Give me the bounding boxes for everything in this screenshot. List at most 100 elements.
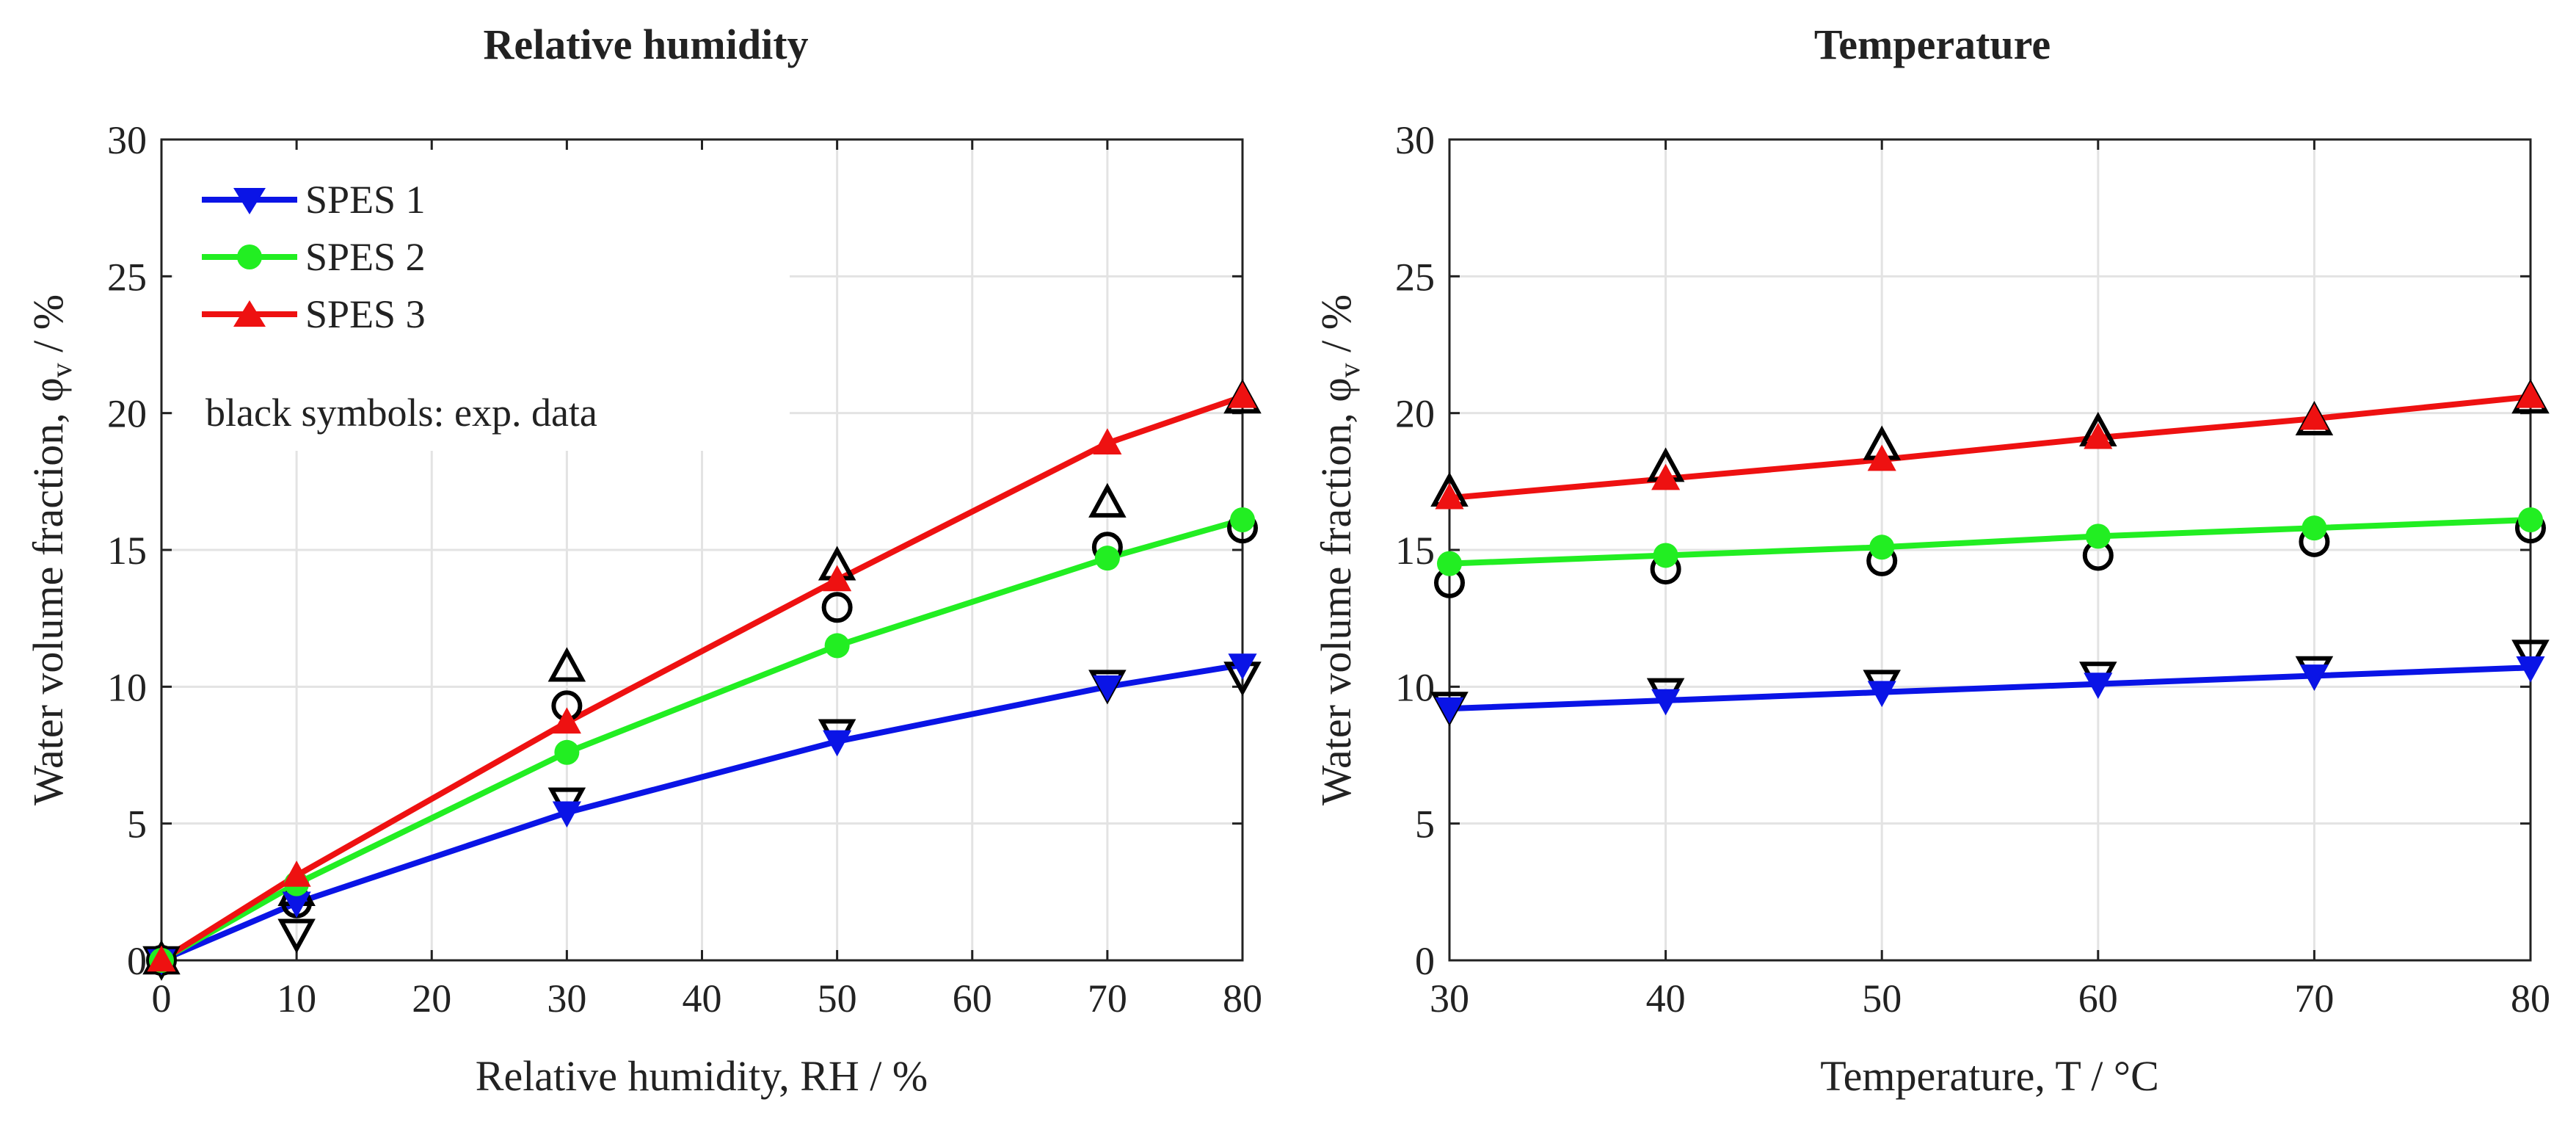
series-line-spes-3 xyxy=(159,394,1244,963)
point-spes-1 xyxy=(552,801,581,828)
point-spes-3 xyxy=(1228,381,1257,408)
y-axis-label-unit: / % xyxy=(24,294,72,363)
y-tick-label: 20 xyxy=(1395,392,1435,436)
legend-marker-spes-2 xyxy=(237,244,262,269)
point-spes-1 xyxy=(1867,681,1896,708)
point-spes-2 xyxy=(1653,543,1678,568)
legend-label-spes-3: SPES 3 xyxy=(305,292,426,336)
x-tick-label: 50 xyxy=(818,976,857,1021)
series-markers xyxy=(147,381,1257,976)
y-tick-label: 0 xyxy=(1415,939,1435,983)
x-tick-label: 80 xyxy=(1223,976,1262,1021)
y-tick-label: 25 xyxy=(107,255,147,299)
y-tick-label: 30 xyxy=(1395,118,1435,162)
series-line-spes-3 xyxy=(1449,394,2531,501)
x-tick-label: 70 xyxy=(2294,976,2334,1021)
series-lines xyxy=(1449,394,2531,712)
axis-ticks: 0 10 20 30 40 50 60 70 80 0 5 10 15 20 25 30 xyxy=(107,118,1262,1021)
point-spes-3 xyxy=(1093,428,1122,454)
point-spes-3 xyxy=(1867,444,1896,471)
y-axis-label: Water volume fraction, φv / % xyxy=(1312,294,1366,805)
axis-ticks: 30 40 50 60 70 80 0 5 10 15 20 25 30 xyxy=(1395,118,2550,1021)
y-tick-label: 20 xyxy=(107,392,147,436)
point-spes-2 xyxy=(1230,507,1255,533)
exp-point-spes-3 xyxy=(547,647,586,682)
y-tick-label: 5 xyxy=(127,802,147,847)
point-spes-3 xyxy=(823,565,852,592)
point-spes-3 xyxy=(2299,403,2329,430)
exp-point-spes-2 xyxy=(821,592,853,623)
point-spes-1 xyxy=(1435,697,1464,724)
legend-entry-spes-3: SPES 3 xyxy=(202,292,426,336)
point-spes-3 xyxy=(1651,463,1681,490)
point-spes-2 xyxy=(2085,523,2111,549)
y-tick-label: 15 xyxy=(107,529,147,573)
point-spes-3 xyxy=(2084,422,2113,449)
grid xyxy=(1449,139,2530,960)
chart-title: Relative humidity xyxy=(483,21,808,68)
point-spes-2 xyxy=(1094,546,1120,571)
legend: SPES 1 SPES 2 SPES 3 black symbols: exp.… xyxy=(173,150,790,451)
y-axis-label: Water volume fraction, φv / % xyxy=(24,294,78,805)
panel-relative-humidity: Relative humidity 0 10 20 30 40 50 60 70 80 0 5 10 1… xyxy=(24,21,1262,1100)
y-tick-label: 25 xyxy=(1395,255,1435,299)
x-tick-label: 0 xyxy=(152,976,172,1021)
legend-note: black symbols: exp. data xyxy=(205,391,597,435)
legend-label-spes-2: SPES 2 xyxy=(305,235,426,279)
y-tick-label: 15 xyxy=(1395,529,1435,573)
y-tick-label: 10 xyxy=(107,665,147,709)
point-spes-1 xyxy=(1228,653,1257,680)
y-tick-label: 10 xyxy=(1395,665,1435,709)
point-spes-2 xyxy=(1869,534,1895,560)
point-spes-1 xyxy=(823,730,852,757)
series-markers xyxy=(1435,381,2545,724)
x-tick-label: 60 xyxy=(2078,976,2118,1021)
y-axis-label-unit: / % xyxy=(1312,294,1360,363)
x-axis-label: Relative humidity, RH / % xyxy=(476,1052,928,1100)
y-tick-label: 30 xyxy=(107,118,147,162)
point-spes-2 xyxy=(1437,551,1462,576)
panel-temperature: Temperature 30 40 50 60 70 80 0 5 10 15 20 25 30 Tem… xyxy=(1312,21,2550,1100)
y-axis-label-subscript: v xyxy=(1333,363,1366,377)
series-line-spes-2 xyxy=(1449,517,2531,567)
x-tick-label: 20 xyxy=(412,976,451,1021)
point-spes-1 xyxy=(1651,689,1681,716)
series-lines xyxy=(159,394,1244,963)
exp-point-spes-3 xyxy=(1088,482,1127,518)
x-tick-label: 40 xyxy=(1646,976,1686,1021)
legend-label-spes-1: SPES 1 xyxy=(305,178,426,222)
legend-marker-spes-3 xyxy=(233,300,266,327)
point-spes-2 xyxy=(554,739,580,765)
y-tick-label: 0 xyxy=(127,939,147,983)
x-tick-label: 70 xyxy=(1088,976,1127,1021)
series-line-spes-1 xyxy=(1449,664,2531,712)
point-spes-3 xyxy=(147,945,176,972)
point-spes-1 xyxy=(2516,656,2545,683)
x-tick-label: 80 xyxy=(2511,976,2550,1021)
point-spes-1 xyxy=(2084,673,2113,700)
x-tick-label: 30 xyxy=(547,976,586,1021)
y-axis-label-main: Water volume fraction, φ xyxy=(24,377,72,805)
point-spes-2 xyxy=(2302,515,2327,541)
point-spes-2 xyxy=(2518,507,2543,533)
x-tick-label: 50 xyxy=(1862,976,1902,1021)
exp-point-spes-1 xyxy=(277,918,316,954)
x-tick-label: 30 xyxy=(1430,976,1469,1021)
legend-entry-spes-2: SPES 2 xyxy=(202,235,426,279)
y-axis-label-main: Water volume fraction, φ xyxy=(1312,377,1360,805)
point-spes-3 xyxy=(282,860,311,887)
point-spes-2 xyxy=(824,633,850,659)
x-tick-label: 60 xyxy=(953,976,992,1021)
point-spes-1 xyxy=(1093,675,1122,702)
legend-marker-spes-1 xyxy=(233,188,266,214)
exp-point-spes-1 xyxy=(2511,639,2550,675)
point-spes-3 xyxy=(1435,482,1464,510)
y-tick-label: 5 xyxy=(1415,802,1435,847)
x-tick-label: 40 xyxy=(683,976,722,1021)
series-line-spes-2 xyxy=(160,517,1244,963)
x-axis-label: Temperature, T / °C xyxy=(1820,1052,2159,1100)
point-spes-1 xyxy=(282,891,311,918)
x-tick-label: 10 xyxy=(277,976,316,1021)
chart-title: Temperature xyxy=(1814,21,2051,68)
